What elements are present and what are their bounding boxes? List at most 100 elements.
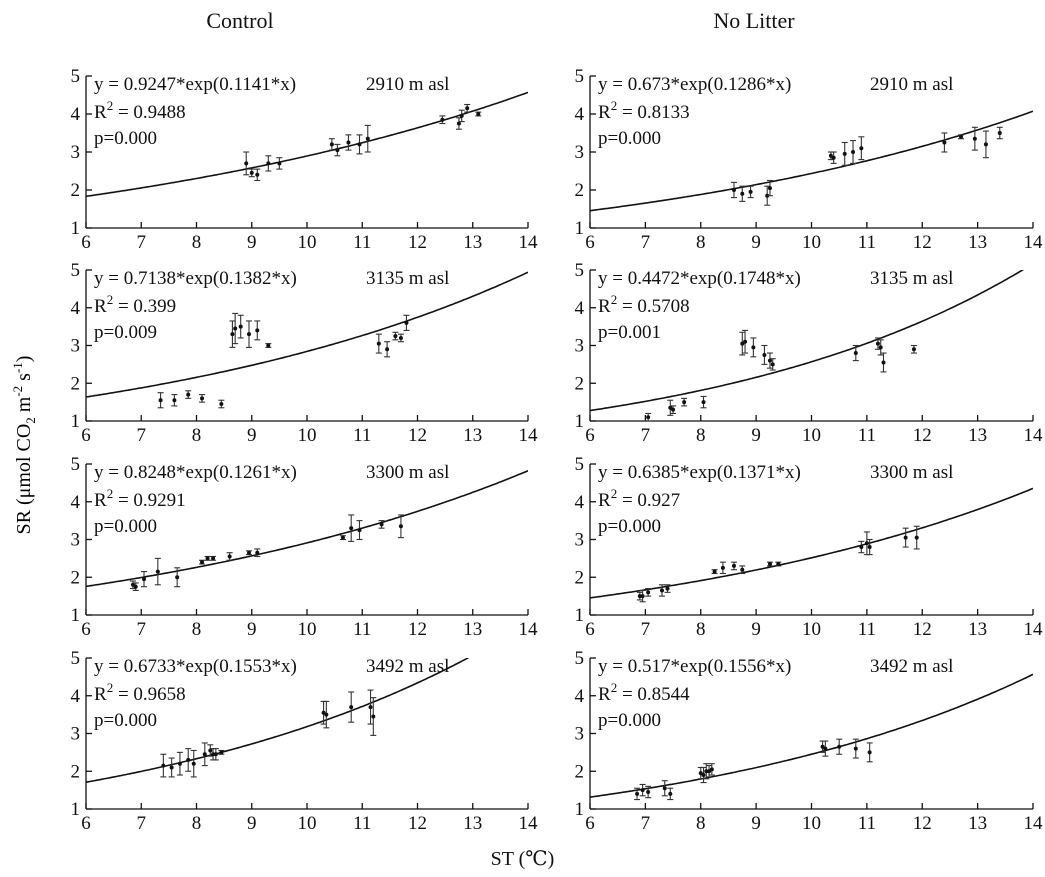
r-squared-label: R2 = 0.8133 bbox=[598, 98, 690, 123]
x-tick-label: 9 bbox=[751, 232, 761, 253]
x-tick-label: 11 bbox=[353, 425, 371, 446]
x-tick-label: 12 bbox=[913, 232, 932, 253]
y-tick-label: 3 bbox=[71, 142, 81, 163]
data-point bbox=[246, 332, 251, 337]
x-tick-label: 10 bbox=[802, 619, 821, 640]
x-tick-label: 11 bbox=[353, 619, 371, 640]
data-point bbox=[867, 545, 872, 550]
x-tick-label: 14 bbox=[519, 425, 539, 446]
data-point bbox=[767, 562, 772, 567]
data-point bbox=[837, 744, 842, 749]
data-point bbox=[379, 522, 384, 527]
x-tick-label: 8 bbox=[696, 425, 706, 446]
x-tick-label: 7 bbox=[137, 813, 147, 834]
p-value-label: p=0.001 bbox=[598, 322, 661, 343]
data-point bbox=[646, 415, 651, 420]
data-point bbox=[668, 791, 673, 796]
svg-text:SR (μmol CO2 m-2 s-1): SR (μmol CO2 m-2 s-1) bbox=[10, 356, 38, 535]
r-squared-label: R2 = 0.399 bbox=[94, 292, 176, 317]
data-point bbox=[202, 752, 207, 757]
data-point bbox=[878, 345, 883, 350]
x-tick-label: 11 bbox=[353, 232, 371, 253]
p-value-label: p=0.009 bbox=[94, 322, 157, 343]
data-point bbox=[133, 584, 138, 589]
x-tick-label: 8 bbox=[192, 232, 202, 253]
y-tick-label: 4 bbox=[575, 298, 585, 319]
x-tick-label: 6 bbox=[81, 619, 91, 640]
data-point bbox=[404, 320, 409, 325]
x-tick-label: 13 bbox=[968, 232, 987, 253]
x-tick-label: 13 bbox=[463, 232, 482, 253]
x-tick-label: 6 bbox=[81, 813, 91, 834]
fit-curve bbox=[86, 91, 528, 198]
data-point bbox=[853, 746, 858, 751]
data-point bbox=[346, 140, 351, 145]
data-point bbox=[701, 773, 706, 778]
x-axis-label: ST (℃) bbox=[490, 848, 555, 870]
y-tick-label: 1 bbox=[575, 605, 585, 626]
data-point bbox=[823, 746, 828, 751]
x-tick-label: 11 bbox=[858, 813, 876, 834]
data-point bbox=[324, 712, 329, 717]
data-point bbox=[851, 150, 856, 154]
data-point bbox=[238, 324, 243, 329]
data-point bbox=[748, 189, 753, 194]
y-tick-label: 2 bbox=[575, 567, 585, 588]
data-point bbox=[682, 400, 687, 405]
data-point bbox=[255, 172, 260, 177]
data-point bbox=[340, 535, 345, 540]
y-tick-label: 2 bbox=[71, 373, 81, 394]
x-tick-label: 6 bbox=[81, 232, 91, 253]
data-point bbox=[911, 347, 916, 352]
r-squared-label: R2 = 0.927 bbox=[598, 486, 680, 511]
equation-label: y = 0.6385*exp(0.1371*x) bbox=[598, 462, 801, 483]
y-label-m: m bbox=[13, 396, 35, 417]
y-tick-label: 4 bbox=[71, 298, 81, 319]
data-point bbox=[255, 328, 260, 333]
x-tick-label: 6 bbox=[585, 425, 595, 446]
data-point bbox=[762, 352, 767, 357]
x-tick-label: 10 bbox=[298, 813, 317, 834]
data-point bbox=[459, 113, 464, 118]
y-tick-label: 3 bbox=[71, 724, 81, 745]
equation-label: y = 0.6733*exp(0.1553*x) bbox=[94, 656, 297, 677]
x-tick-label: 10 bbox=[802, 425, 821, 446]
x-tick-label: 7 bbox=[641, 813, 651, 834]
y-label-close: ) bbox=[13, 356, 35, 363]
y-tick-label: 3 bbox=[575, 530, 585, 551]
equation-label: y = 0.7138*exp(0.1382*x) bbox=[94, 268, 297, 289]
equation-label: y = 0.517*exp(0.1556*x) bbox=[598, 656, 791, 677]
data-point bbox=[942, 140, 947, 145]
y-tick-label: 1 bbox=[71, 218, 81, 239]
y-label-exp2: -1 bbox=[10, 362, 25, 373]
data-point bbox=[266, 161, 271, 166]
x-tick-label: 14 bbox=[1024, 813, 1044, 834]
data-point bbox=[465, 106, 470, 111]
data-point bbox=[864, 541, 869, 546]
column-title-no-litter: No Litter bbox=[713, 8, 795, 33]
data-point bbox=[740, 191, 745, 196]
x-tick-label: 13 bbox=[968, 619, 987, 640]
x-tick-label: 8 bbox=[696, 619, 706, 640]
equation-label: y = 0.9247*exp(0.1141*x) bbox=[94, 74, 296, 95]
data-point bbox=[186, 392, 191, 397]
data-point bbox=[881, 360, 886, 365]
x-tick-label: 14 bbox=[519, 619, 539, 640]
y-tick-label: 2 bbox=[71, 180, 81, 201]
x-tick-label: 13 bbox=[463, 425, 482, 446]
data-point bbox=[767, 358, 772, 363]
x-tick-label: 11 bbox=[858, 232, 876, 253]
data-point bbox=[385, 347, 390, 352]
data-point bbox=[731, 188, 736, 192]
data-point bbox=[393, 334, 398, 339]
data-point bbox=[767, 186, 772, 191]
data-point bbox=[831, 155, 836, 160]
p-value-label: p=0.000 bbox=[94, 710, 157, 731]
x-tick-label: 10 bbox=[802, 813, 821, 834]
p-value-label: p=0.000 bbox=[598, 516, 661, 537]
data-point bbox=[959, 134, 964, 139]
data-point bbox=[155, 569, 160, 574]
